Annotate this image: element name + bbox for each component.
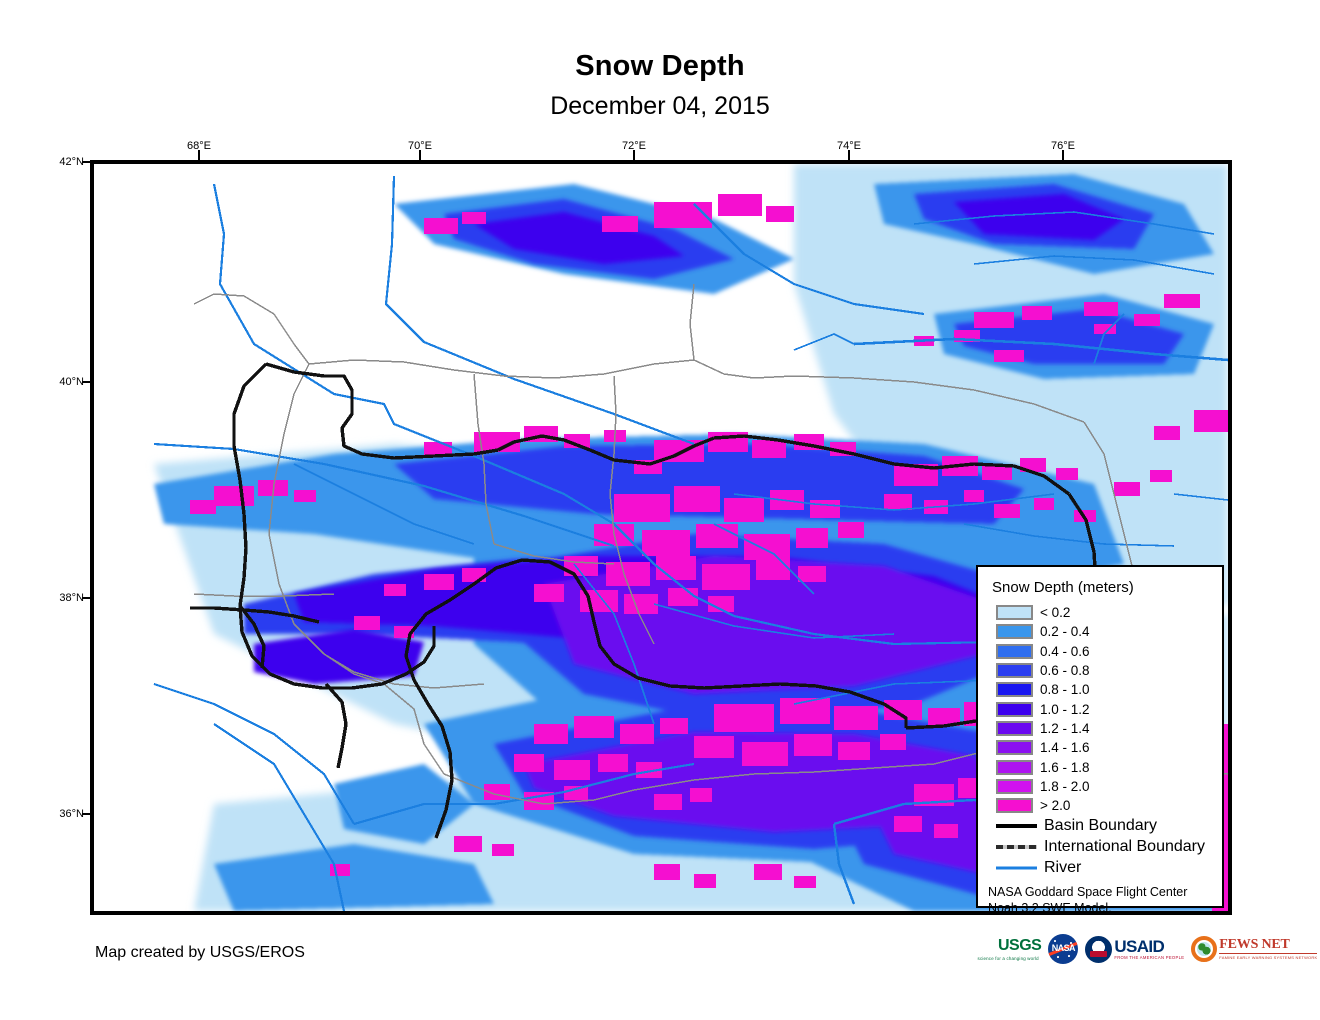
- legend-label-lt-0-2: < 0.2: [1040, 605, 1071, 621]
- lat-label-36n: 36°N: [59, 808, 84, 820]
- lon-label-70e: 70°E: [408, 140, 432, 152]
- river-line-icon: [996, 860, 1037, 876]
- legend-swatch-0-2-0-4: [996, 624, 1033, 640]
- usaid-seal-icon: [1085, 935, 1113, 963]
- snow-depth-raster: [94, 164, 1228, 911]
- page-subtitle: December 04, 2015: [550, 92, 770, 120]
- legend-credit-line-2: Noah 3.2 SWE Model.: [988, 900, 1112, 915]
- legend-label-1-0-1-2: 1.0 - 1.2: [1040, 701, 1090, 717]
- nasa-meatball-icon: NASA: [1048, 934, 1079, 964]
- lat-tick-38n: [82, 597, 92, 599]
- lon-tick-72e: [633, 150, 635, 160]
- usaid-tagline: FROM THE AMERICAN PEOPLE: [1114, 955, 1185, 960]
- usgs-tagline: science for a changing world: [977, 955, 1039, 961]
- legend-label-0-8-1-0: 0.8 - 1.0: [1040, 682, 1090, 698]
- legend-swatch-0-4-0-6: [996, 643, 1033, 659]
- lon-tick-68e: [198, 150, 200, 160]
- legend-line-row-basin[interactable]: Basin Boundary: [996, 815, 1222, 836]
- lat-tick-40n: [82, 381, 92, 383]
- legend-swatch-1-2-1-4: [996, 720, 1033, 736]
- legend-swatch-1-0-1-2: [996, 701, 1033, 717]
- legend-swatch-1-4-1-6: [996, 740, 1033, 756]
- usaid-logo[interactable]: USAID FROM THE AMERICAN PEOPLE: [1085, 934, 1184, 964]
- legend-label-gt-2-0: > 2.0: [1040, 798, 1071, 814]
- lat-tick-42n: [82, 161, 92, 163]
- page-title: Snow Depth: [575, 50, 745, 82]
- legend-label-0-6-0-8: 0.6 - 0.8: [1040, 663, 1090, 679]
- legend-title: Snow Depth (meters): [992, 579, 1134, 596]
- legend-class-row[interactable]: > 2.0: [996, 796, 1222, 815]
- lat-label-38n: 38°N: [59, 592, 84, 604]
- legend-label-1-4-1-6: 1.4 - 1.6: [1040, 740, 1090, 756]
- legend-swatch-1-6-1-8: [996, 759, 1033, 775]
- lon-tick-74e: [848, 150, 850, 160]
- legend-swatch-gt-2-0: [996, 798, 1033, 814]
- legend-swatch-0-6-0-8: [996, 663, 1033, 679]
- map-legend: Snow Depth (meters) < 0.2 0.2 - 0.4 0.4 …: [976, 565, 1224, 915]
- legend-swatch-lt-0-2: [996, 605, 1033, 621]
- legend-label-1-8-2-0: 1.8 - 2.0: [1040, 778, 1090, 794]
- legend-class-row[interactable]: 1.6 - 1.8: [996, 757, 1222, 776]
- fewsnet-globe-icon: [1191, 936, 1218, 962]
- legend-class-row[interactable]: 0.4 - 0.6: [996, 642, 1222, 661]
- fewsnet-wordmark: FEWS NET: [1219, 938, 1318, 954]
- usaid-wordmark: USAID: [1114, 937, 1165, 956]
- basin-boundary: [190, 362, 1098, 839]
- usgs-wave-mark-icon: [975, 937, 996, 955]
- lon-label-72e: 72°E: [622, 140, 646, 152]
- legend-label-0-2-0-4: 0.2 - 0.4: [1040, 624, 1090, 640]
- legend-line-row-international[interactable]: International Boundary: [996, 836, 1222, 857]
- legend-class-row[interactable]: 1.4 - 1.6: [996, 738, 1222, 757]
- legend-class-row[interactable]: 0.2 - 0.4: [996, 622, 1222, 641]
- legend-line-row-river[interactable]: River: [996, 857, 1222, 878]
- legend-label-river: River: [1044, 858, 1082, 876]
- legend-label-international-boundary: International Boundary: [1044, 837, 1205, 855]
- map-creator-credit: Map created by USGS/EROS: [95, 944, 305, 961]
- lon-tick-70e: [419, 150, 421, 160]
- legend-label-basin-boundary: Basin Boundary: [1044, 816, 1157, 834]
- agency-logo-bar: USGS science for a changing world NASA U…: [975, 932, 1318, 966]
- legend-class-row[interactable]: 0.8 - 1.0: [996, 680, 1222, 699]
- legend-label-0-4-0-6: 0.4 - 0.6: [1040, 643, 1090, 659]
- lon-tick-76e: [1062, 150, 1064, 160]
- international-boundary-line-icon: [996, 839, 1037, 855]
- legend-class-row[interactable]: 1.2 - 1.4: [996, 719, 1222, 738]
- legend-class-row[interactable]: 1.0 - 1.2: [996, 699, 1222, 718]
- fewsnet-tagline: FAMINE EARLY WARNING SYSTEMS NETWORK: [1219, 955, 1318, 960]
- fewsnet-logo[interactable]: FEWS NET FAMINE EARLY WARNING SYSTEMS NE…: [1191, 934, 1318, 964]
- nasa-logo[interactable]: NASA: [1048, 934, 1079, 964]
- lon-label-68e: 68°E: [187, 140, 211, 152]
- legend-swatch-0-8-1-0: [996, 682, 1033, 698]
- international-boundaries: [193, 283, 1228, 805]
- lon-label-74e: 74°E: [837, 140, 861, 152]
- legend-source-credit: NASA Goddard Space Flight Center Noah 3.…: [988, 885, 1222, 916]
- usgs-logo[interactable]: USGS science for a changing world: [975, 934, 1042, 964]
- usgs-wordmark: USGS: [998, 937, 1042, 954]
- legend-class-row[interactable]: 0.6 - 0.8: [996, 661, 1222, 680]
- legend-credit-line-1: NASA Goddard Space Flight Center: [988, 885, 1188, 900]
- map-canvas[interactable]: [90, 160, 1232, 915]
- legend-label-1-2-1-4: 1.2 - 1.4: [1040, 720, 1090, 736]
- lon-label-76e: 76°E: [1051, 140, 1075, 152]
- lat-tick-36n: [82, 813, 92, 815]
- lat-label-40n: 40°N: [59, 376, 84, 388]
- lat-label-42n: 42°N: [59, 156, 84, 168]
- legend-class-row[interactable]: 1.8 - 2.0: [996, 777, 1222, 796]
- basin-boundary-line-icon: [996, 818, 1037, 834]
- legend-swatch-1-8-2-0: [996, 778, 1033, 794]
- nasa-wordmark: NASA: [1051, 943, 1076, 953]
- legend-class-row[interactable]: < 0.2: [996, 603, 1222, 622]
- legend-label-1-6-1-8: 1.6 - 1.8: [1040, 759, 1090, 775]
